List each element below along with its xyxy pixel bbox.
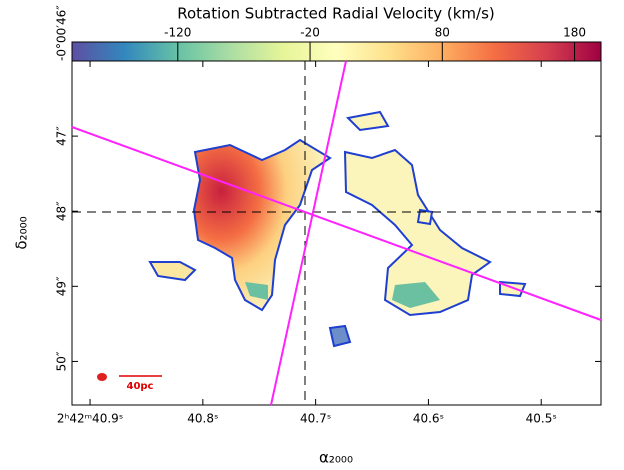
plot-frame xyxy=(71,60,602,406)
y-tick-label: 49″ xyxy=(55,276,69,296)
y-tick-label: -0°00′46″ xyxy=(55,5,69,61)
y-axis-label: δ₂₀₀₀ xyxy=(13,216,31,249)
colorbar xyxy=(71,41,602,62)
colorbar-tick-label: 180 xyxy=(563,26,586,40)
y-tick-label: 50″ xyxy=(55,351,69,371)
x-tick-label: 40.5ˢ xyxy=(526,412,557,426)
x-tick-label: 40.8ˢ xyxy=(187,412,218,426)
scale-bar-label: 40pc xyxy=(126,381,153,392)
axis-line xyxy=(71,126,602,321)
colorbar-tick-label: -20 xyxy=(300,26,320,40)
colorbar-tick-label: 80 xyxy=(435,26,450,40)
beam xyxy=(97,373,107,381)
x-tick-label: 40.7ˢ xyxy=(300,412,331,426)
emission-map xyxy=(97,110,527,381)
x-axis-label: α₂₀₀₀ xyxy=(319,449,353,467)
colorbar-tick-label: -120 xyxy=(164,26,191,40)
colorbar-title: Rotation Subtracted Radial Velocity (km/… xyxy=(177,5,495,23)
x-tick-label: 2ʰ42ᵐ40.9ˢ xyxy=(57,412,123,426)
x-tick-label: 40.6ˢ xyxy=(413,412,444,426)
y-tick-label: 47″ xyxy=(55,126,69,146)
y-tick-label: 48″ xyxy=(55,201,69,221)
axis-line xyxy=(270,60,347,406)
